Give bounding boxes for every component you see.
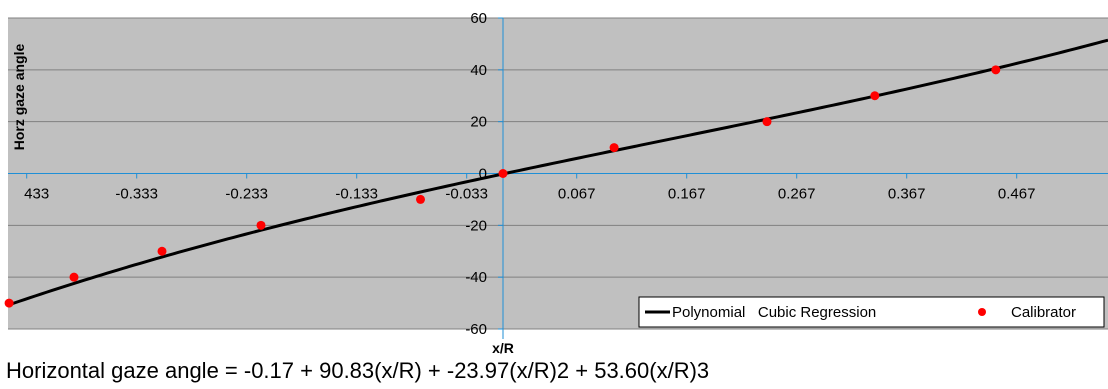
legend-label-regression: Polynomial Cubic Regression bbox=[672, 304, 876, 321]
tick-labels: 433 -0.333 -0.233 -0.133 -0.033 0.067 0.167 0.2… bbox=[24, 10, 1035, 338]
y-tick-label: -20 bbox=[465, 217, 487, 234]
y-tick-label: 0 bbox=[479, 166, 487, 183]
calibrator-point bbox=[991, 65, 1001, 75]
calibrator-point bbox=[4, 298, 14, 308]
calibrator-point bbox=[870, 91, 880, 101]
chart: 433 -0.333 -0.233 -0.133 -0.033 0.067 0.167 0.2… bbox=[4, 10, 1108, 356]
calibrator-point bbox=[416, 194, 425, 204]
legend-box bbox=[638, 296, 1105, 328]
x-tick-label: 0.267 bbox=[778, 186, 816, 203]
x-tick-label: -0.033 bbox=[445, 186, 488, 203]
x-tick-label: 0.367 bbox=[888, 186, 926, 203]
calibrator-point bbox=[762, 117, 772, 127]
calibrator-point bbox=[69, 272, 79, 282]
y-tick-label: 40 bbox=[470, 62, 487, 79]
regression-curve bbox=[7, 38, 1108, 307]
calibrator-point bbox=[157, 246, 167, 256]
y-tick-label: -60 bbox=[465, 321, 487, 338]
x-axis-title: x/R bbox=[492, 340, 514, 356]
y-tick-label: -40 bbox=[465, 269, 487, 286]
y-tick-label: 60 bbox=[470, 10, 487, 27]
regression-equation: Horizontal gaze angle = -0.17 + 90.83(x/… bbox=[6, 358, 710, 383]
legend: Polynomial Cubic Regression Calibrator bbox=[638, 296, 1105, 328]
x-tick-label: 0.467 bbox=[998, 186, 1036, 203]
y-axis-title: Horz gaze angle bbox=[11, 44, 27, 151]
x-tick-label: -0.133 bbox=[335, 186, 378, 203]
legend-dot-swatch bbox=[978, 308, 986, 316]
calibrator-point bbox=[256, 220, 266, 230]
x-tick-label: 0.167 bbox=[668, 186, 706, 203]
legend-label-calibrator: Calibrator bbox=[1011, 304, 1076, 321]
x-tick-label: 0.067 bbox=[558, 186, 596, 203]
y-tick-label: 20 bbox=[470, 114, 487, 131]
x-tick-label: -0.333 bbox=[115, 186, 158, 203]
series bbox=[4, 38, 1108, 308]
x-tick-label: -0.233 bbox=[225, 186, 268, 203]
calibrator-point bbox=[609, 143, 619, 153]
axes bbox=[8, 17, 1108, 339]
x-tick-label: 433 bbox=[24, 186, 49, 203]
calibrator-point bbox=[498, 169, 508, 178]
